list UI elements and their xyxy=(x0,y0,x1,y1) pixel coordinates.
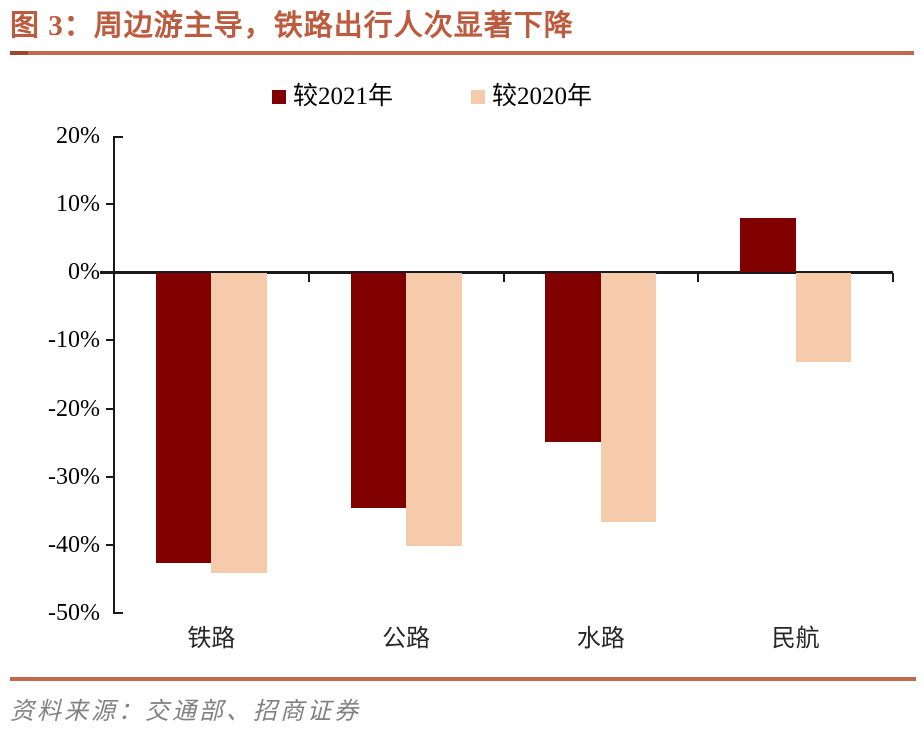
x-tick xyxy=(892,273,894,283)
y-axis-tick-label: -50% xyxy=(48,600,100,626)
y-axis-endcap xyxy=(113,136,123,138)
y-tick xyxy=(106,543,114,546)
x-axis-category-label: 民航 xyxy=(771,625,820,652)
y-axis-tick-label: 20% xyxy=(56,123,100,149)
y-axis-tick-label: -10% xyxy=(48,327,100,354)
legend-label-vs-2021: 较2021年 xyxy=(293,83,394,110)
bar-较2020年-铁路 xyxy=(211,273,267,574)
y-tick xyxy=(106,475,114,478)
bar-较2021年-水路 xyxy=(545,273,601,443)
bar-较2021年-公路 xyxy=(350,273,407,509)
x-axis-zero-line xyxy=(100,271,893,275)
bar-较2020年-民航 xyxy=(795,273,852,362)
y-axis-tick-label: -20% xyxy=(48,395,100,422)
y-axis-line xyxy=(113,136,115,613)
x-axis-category-label: 水路 xyxy=(576,625,625,652)
x-axis-category-label: 铁路 xyxy=(187,625,236,652)
legend-swatch-vs-2020 xyxy=(471,89,486,104)
chart-legend: 较2021年 较2020年 xyxy=(272,84,592,109)
y-tick xyxy=(106,203,114,206)
figure-title: 图 3：周边游主导，铁路出行人次显著下降 xyxy=(10,10,574,42)
title-underline-accent xyxy=(10,51,28,55)
legend-swatch-vs-2021 xyxy=(272,89,286,104)
y-axis-tick-label: -40% xyxy=(48,531,100,558)
legend-item-vs-2021: 较2021年 xyxy=(272,84,393,109)
y-axis-tick-label: 0% xyxy=(68,259,100,286)
bar-较2021年-民航 xyxy=(740,217,796,273)
x-tick xyxy=(307,273,310,283)
bar-较2020年-公路 xyxy=(406,273,462,546)
x-tick xyxy=(697,273,700,283)
y-axis-tick-label: -30% xyxy=(48,463,100,490)
bar-较2020年-水路 xyxy=(600,273,657,522)
y-axis-tick-label: 10% xyxy=(56,191,100,218)
y-tick xyxy=(106,339,114,342)
bar-较2021年-铁路 xyxy=(155,273,212,563)
title-underline xyxy=(10,51,914,55)
legend-label-vs-2020: 较2020年 xyxy=(492,83,593,110)
y-tick xyxy=(106,407,114,410)
x-axis-category-label: 公路 xyxy=(382,625,431,652)
footer-divider xyxy=(10,677,916,681)
y-axis-endcap xyxy=(113,612,123,614)
x-tick xyxy=(502,273,505,283)
data-source-note: 资料来源：交通部、招商证券 xyxy=(10,699,361,725)
legend-item-vs-2020: 较2020年 xyxy=(471,84,592,109)
